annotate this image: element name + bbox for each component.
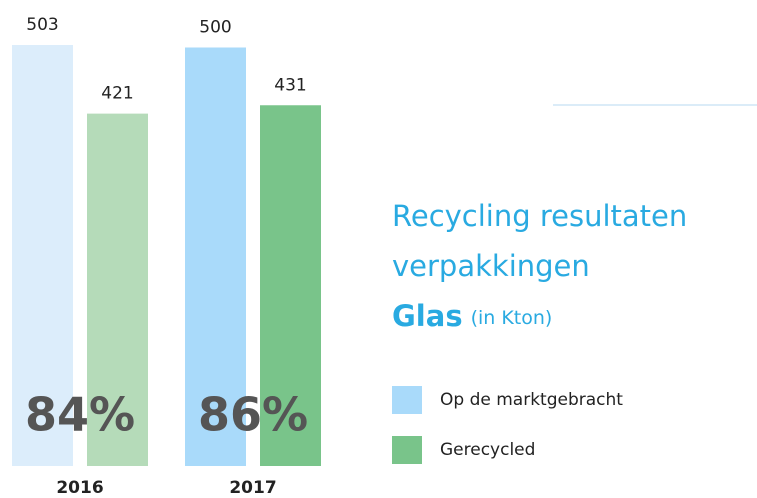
x-tick-label: 2016 [56, 478, 103, 498]
annotation: 86% [198, 388, 308, 442]
legend-label: Gerecycled [440, 440, 535, 460]
title-line: verpakkingen [392, 249, 590, 283]
x-tick-label: 2017 [229, 478, 276, 498]
subtitle-main: Glas [392, 299, 463, 333]
subtitle: Glas (in Kton) [392, 299, 552, 333]
bar [185, 47, 246, 466]
bar [12, 44, 73, 466]
legend-swatch [392, 436, 422, 464]
bar [87, 113, 148, 467]
value-label: 421 [101, 84, 133, 104]
value-label: 500 [199, 18, 231, 38]
title-line: Recycling resultaten [392, 199, 687, 233]
unit-label: (in Kton) [471, 307, 553, 329]
legend-swatch [392, 386, 422, 414]
bar [260, 105, 321, 467]
value-label: 431 [274, 75, 306, 95]
annotation: 84% [25, 388, 135, 442]
legend-label: Op de marktgebracht [440, 390, 623, 410]
value-label: 503 [26, 15, 58, 35]
